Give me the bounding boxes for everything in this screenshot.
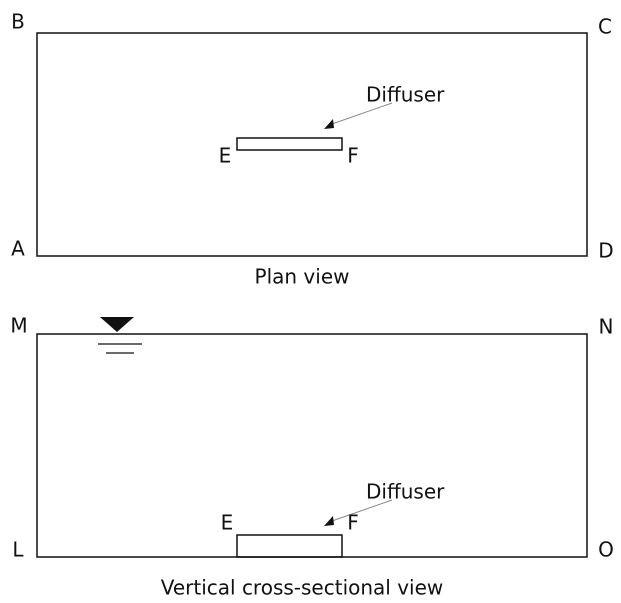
arrow-head [324, 516, 334, 526]
section-diffuser [236, 534, 343, 558]
diffuser-label: Diffuser [366, 83, 445, 107]
end-label: F [347, 144, 359, 168]
plan-diffuser [236, 137, 343, 151]
end-label: F [347, 511, 359, 535]
water-level-symbol [100, 317, 134, 332]
diffuser-label: Diffuser [366, 480, 445, 504]
end-label: E [219, 144, 232, 168]
plan-boundary [36, 32, 588, 257]
corner-label: B [11, 10, 25, 34]
corner-label: N [599, 315, 614, 339]
diffuser-pointer [331, 102, 393, 125]
section-boundary [36, 333, 588, 558]
corner-label: M [10, 314, 27, 338]
arrow-head [324, 119, 334, 129]
end-label: E [221, 511, 234, 535]
caption: Plan view [255, 265, 350, 289]
corner-label: L [12, 538, 24, 562]
diffuser-pointer [331, 499, 393, 522]
corner-label: O [598, 538, 614, 562]
corner-label: A [11, 237, 25, 261]
corner-label: D [598, 239, 613, 263]
corner-label: C [598, 15, 612, 39]
caption: Vertical cross-sectional view [161, 576, 444, 600]
